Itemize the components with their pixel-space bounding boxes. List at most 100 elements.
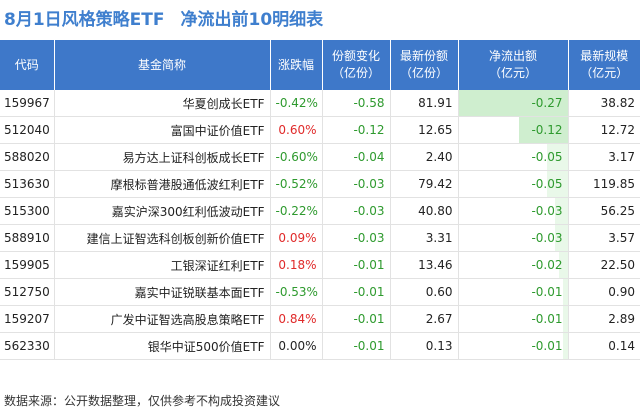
fund-code-cell: 562330 <box>0 332 55 360</box>
aum-cell: 0.14 <box>568 332 640 360</box>
table-row: 159905 工银深证红利ETF 0.18% -0.01 13.46 -0.02 22.50 <box>0 251 640 279</box>
fund-name-cell: 华夏创成长ETF <box>54 90 271 117</box>
table-body: 159967 华夏创成长ETF -0.42% -0.58 81.91 -0.27 38.82… <box>0 90 640 360</box>
shares-cell: 81.91 <box>390 90 459 117</box>
outflow-cell: -0.02 <box>458 251 569 279</box>
share-change-cell: -0.03 <box>322 197 391 225</box>
change-cell: 0.18% <box>270 251 323 279</box>
outflow-bar <box>555 225 567 251</box>
table-row: 515300 嘉实沪深300红利低波动ETF -0.22% -0.03 40.80 -0.… <box>0 197 640 225</box>
outflow-bar <box>559 252 567 278</box>
outflow-cell: -0.03 <box>458 224 569 252</box>
change-cell: -0.53% <box>270 278 323 306</box>
outflow-cell: -0.05 <box>458 143 569 171</box>
shares-cell: 3.31 <box>390 224 459 252</box>
shares-cell: 0.60 <box>390 278 459 306</box>
change-cell: -0.22% <box>270 197 323 225</box>
table-header-row: 代码 基金简称 涨跌幅 份额变化 （亿份） 最新份额 （亿份） 净流出额 （亿元） 最新规模 （亿元… <box>0 40 640 90</box>
outflow-bar <box>563 279 567 305</box>
share-change-cell: -0.12 <box>322 116 391 144</box>
fund-name-cell: 广发中证智选高股息策略ETF <box>54 305 271 333</box>
outflow-value: -0.03 <box>531 231 563 245</box>
fund-name-cell: 嘉实中证锐联基本面ETF <box>54 278 271 306</box>
aum-cell: 3.57 <box>568 224 640 252</box>
change-cell: -0.60% <box>270 143 323 171</box>
outflow-bar <box>519 117 567 143</box>
aum-cell: 3.17 <box>568 143 640 171</box>
column-header: 代码 <box>0 40 55 90</box>
shares-cell: 13.46 <box>390 251 459 279</box>
outflow-value: -0.01 <box>531 339 563 353</box>
aum-cell: 56.25 <box>568 197 640 225</box>
share-change-cell: -0.01 <box>322 332 391 360</box>
fund-code-cell: 512750 <box>0 278 55 306</box>
outflow-value: -0.05 <box>531 150 563 164</box>
column-header: 最新份额 （亿份） <box>390 40 459 90</box>
table-row: 159967 华夏创成长ETF -0.42% -0.58 81.91 -0.27 38.82 <box>0 90 640 117</box>
outflow-value: -0.01 <box>531 285 563 299</box>
outflow-value: -0.03 <box>531 204 563 218</box>
shares-cell: 0.13 <box>390 332 459 360</box>
outflow-bar <box>555 198 567 224</box>
outflow-table: 代码 基金简称 涨跌幅 份额变化 （亿份） 最新份额 （亿份） 净流出额 （亿元） 最新规模 （亿元… <box>0 40 640 360</box>
outflow-bar <box>458 90 567 116</box>
share-change-cell: -0.03 <box>322 170 391 198</box>
data-source-note: 数据来源：公开数据整理，仅供参考不构成投资建议 <box>4 394 281 408</box>
fund-code-cell: 159207 <box>0 305 55 333</box>
outflow-value: -0.12 <box>531 123 563 137</box>
title-bar: 8月1日风格策略ETF 净流出前10明细表 <box>0 0 640 34</box>
outflow-cell: -0.01 <box>458 305 569 333</box>
outflow-bar <box>547 144 567 170</box>
title-left: 8月1日风格策略ETF <box>4 9 165 30</box>
change-cell: 0.84% <box>270 305 323 333</box>
title-right: 净流出前10明细表 <box>180 9 324 30</box>
outflow-value: -0.05 <box>531 177 563 191</box>
table-row: 562330 银华中证500价值ETF 0.00% -0.01 0.13 -0.01 0.1… <box>0 332 640 360</box>
aum-cell: 2.89 <box>568 305 640 333</box>
table-row: 159207 广发中证智选高股息策略ETF 0.84% -0.01 2.67 -0.01 2… <box>0 305 640 333</box>
outflow-cell: -0.01 <box>458 278 569 306</box>
change-cell: -0.42% <box>270 90 323 117</box>
outflow-cell: -0.01 <box>458 332 569 360</box>
shares-cell: 79.42 <box>390 170 459 198</box>
change-cell: 0.09% <box>270 224 323 252</box>
outflow-bar <box>563 306 567 332</box>
outflow-cell: -0.27 <box>458 90 569 117</box>
column-header: 最新规模 （亿元） <box>568 40 640 90</box>
share-change-cell: -0.03 <box>322 224 391 252</box>
change-cell: -0.52% <box>270 170 323 198</box>
share-change-cell: -0.01 <box>322 278 391 306</box>
table-wrapper: 代码 基金简称 涨跌幅 份额变化 （亿份） 最新份额 （亿份） 净流出额 （亿元） 最新规模 （亿元… <box>0 40 640 360</box>
column-header: 份额变化 （亿份） <box>322 40 391 90</box>
fund-name-cell: 嘉实沪深300红利低波动ETF <box>54 197 271 225</box>
fund-code-cell: 159967 <box>0 90 55 117</box>
change-cell: 0.60% <box>270 116 323 144</box>
fund-code-cell: 588910 <box>0 224 55 252</box>
outflow-cell: -0.12 <box>458 116 569 144</box>
outflow-bar <box>563 333 567 359</box>
fund-code-cell: 513630 <box>0 170 55 198</box>
outflow-cell: -0.03 <box>458 197 569 225</box>
column-header: 净流出额 （亿元） <box>458 40 569 90</box>
table-row: 588910 建信上证智选科创板创新价值ETF 0.09% -0.03 3.31 -0.0… <box>0 224 640 252</box>
outflow-value: -0.27 <box>531 96 563 110</box>
fund-name-cell: 工银深证红利ETF <box>54 251 271 279</box>
share-change-cell: -0.04 <box>322 143 391 171</box>
aum-cell: 22.50 <box>568 251 640 279</box>
table-row: 513630 摩根标普港股通低波红利ETF -0.52% -0.03 79.42 -0.0… <box>0 170 640 198</box>
fund-name-cell: 银华中证500价值ETF <box>54 332 271 360</box>
aum-cell: 0.90 <box>568 278 640 306</box>
fund-name-cell: 建信上证智选科创板创新价值ETF <box>54 224 271 252</box>
fund-code-cell: 588020 <box>0 143 55 171</box>
table-row: 512040 富国中证价值ETF 0.60% -0.12 12.65 -0.12 12.72 <box>0 116 640 144</box>
share-change-cell: -0.01 <box>322 251 391 279</box>
table-row: 512750 嘉实中证锐联基本面ETF -0.53% -0.01 0.60 -0.01 0.… <box>0 278 640 306</box>
share-change-cell: -0.01 <box>322 305 391 333</box>
fund-code-cell: 159905 <box>0 251 55 279</box>
outflow-value: -0.02 <box>531 258 563 272</box>
change-cell: 0.00% <box>270 332 323 360</box>
aum-cell: 119.85 <box>568 170 640 198</box>
fund-name-cell: 摩根标普港股通低波红利ETF <box>54 170 271 198</box>
shares-cell: 2.40 <box>390 143 459 171</box>
shares-cell: 40.80 <box>390 197 459 225</box>
